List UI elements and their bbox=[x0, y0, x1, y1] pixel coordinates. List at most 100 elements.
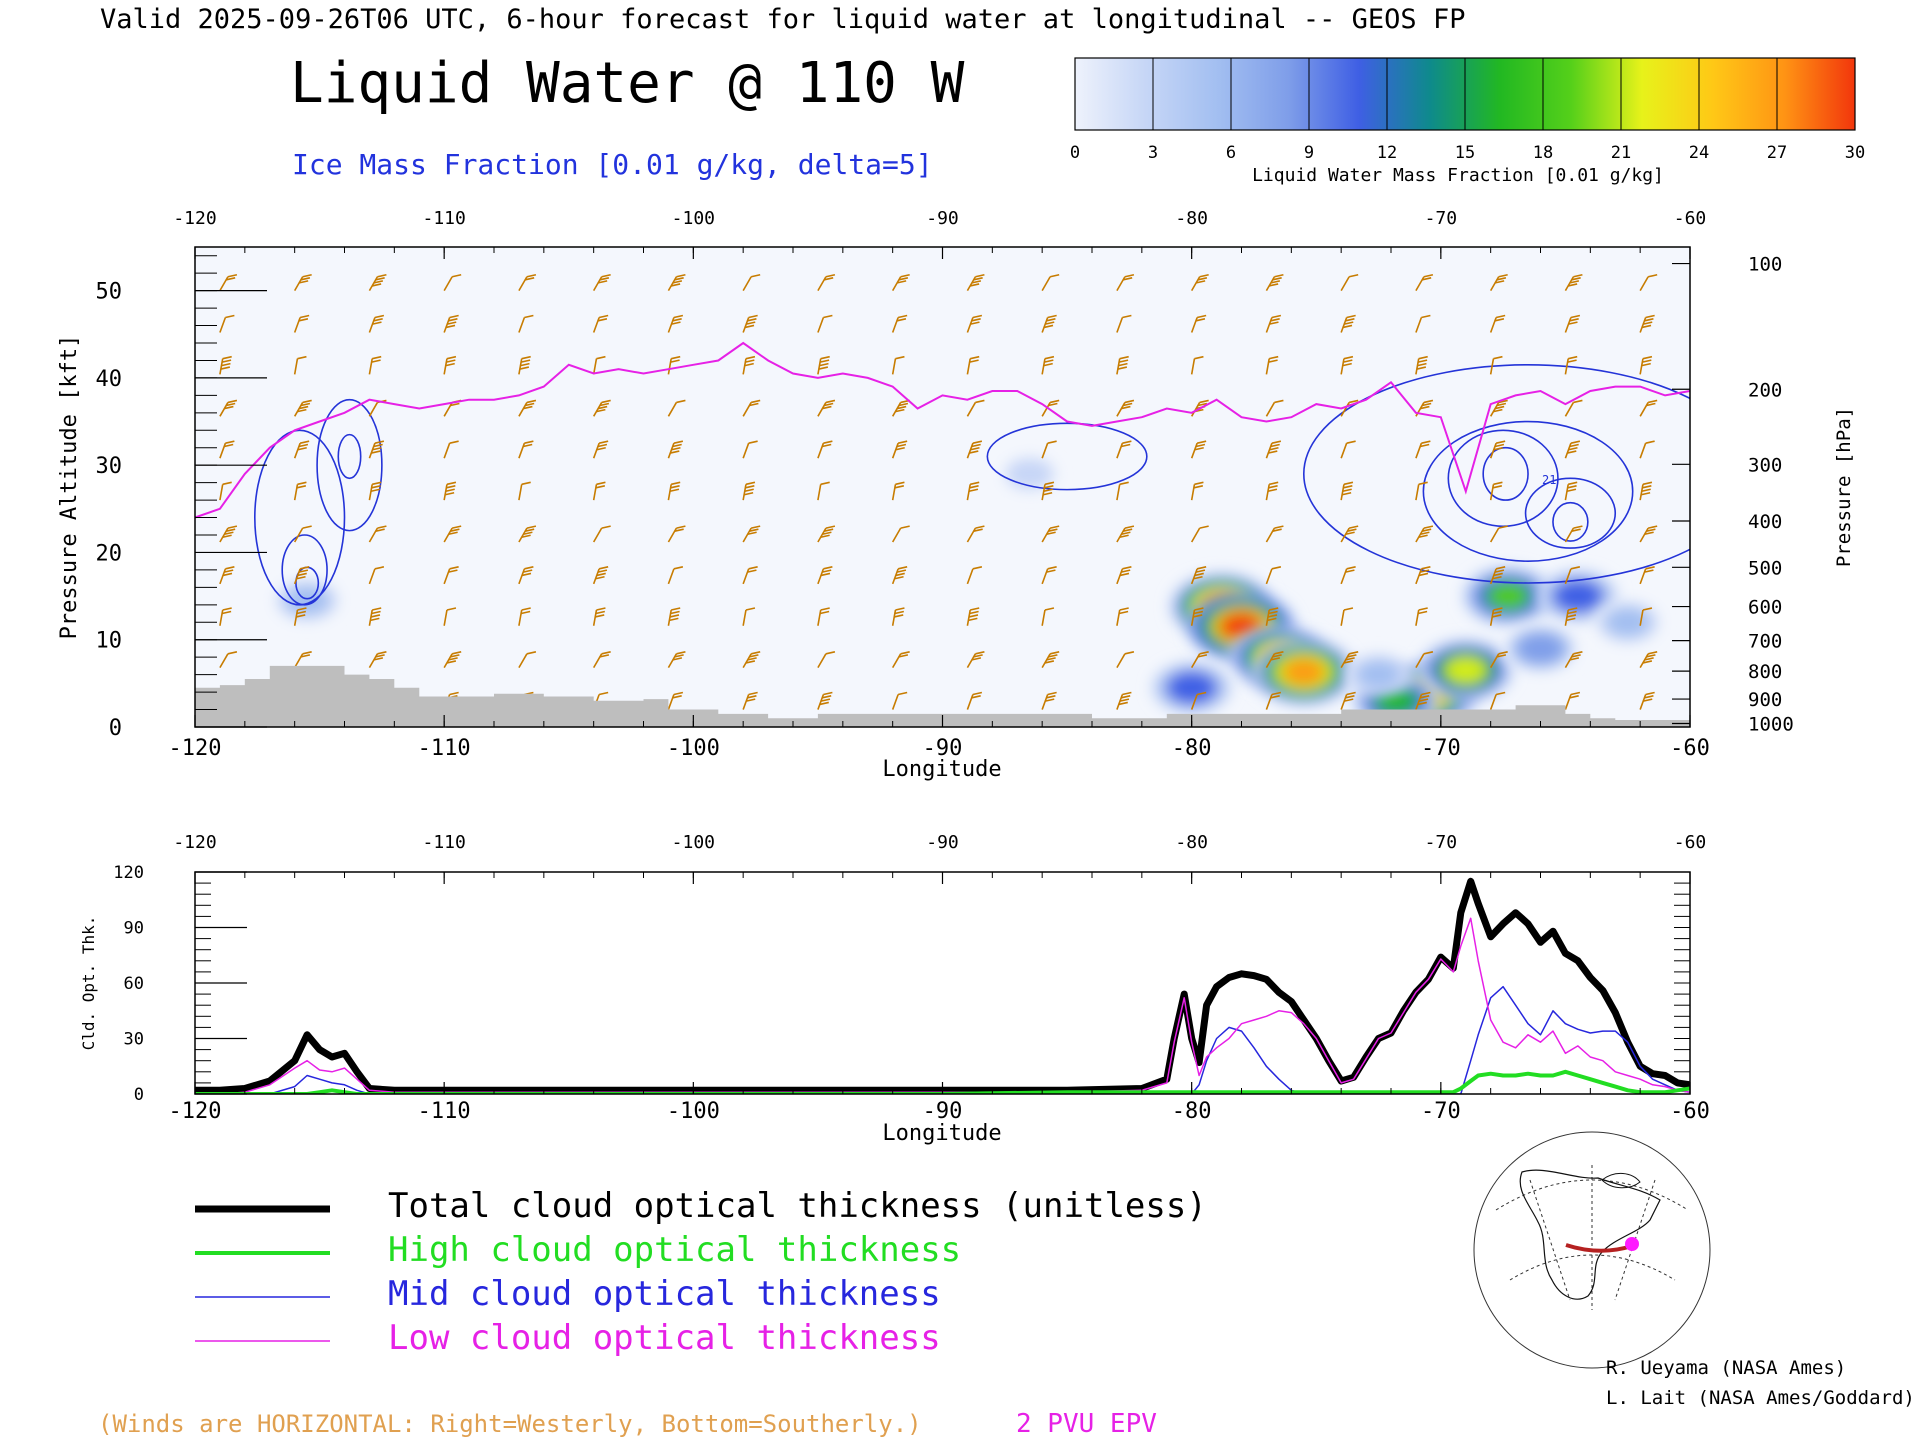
pressure-tick: 500 bbox=[1748, 557, 1782, 579]
map-meridian bbox=[1529, 1165, 1656, 1310]
wind-barb bbox=[1041, 691, 1057, 710]
wind-barb bbox=[592, 607, 606, 626]
wind-barb bbox=[742, 355, 756, 375]
top-panel-x-tick: -110 bbox=[418, 736, 471, 761]
wind-barb bbox=[966, 314, 983, 333]
wind-barb bbox=[1639, 355, 1653, 375]
top-panel-x-tick: -60 bbox=[1670, 736, 1710, 761]
colorbar-tick-label: 9 bbox=[1304, 143, 1314, 163]
pressure-axis-label: Pressure [hPa] bbox=[1833, 407, 1855, 567]
wind-barb bbox=[891, 314, 908, 333]
colorbar-tick-label: 24 bbox=[1689, 143, 1709, 163]
wind-barb bbox=[1265, 525, 1284, 543]
wind-barb bbox=[518, 440, 534, 459]
wind-barb bbox=[1116, 525, 1135, 543]
wind-barb bbox=[219, 481, 232, 501]
wind-barb bbox=[1041, 314, 1057, 333]
cross-section-axes: -120 -120 -110 -110 -100 -100 -90 -90 -80 -80 -70 -… bbox=[96, 208, 1794, 761]
liquid-water-blob bbox=[1001, 455, 1058, 493]
wind-barb bbox=[891, 355, 905, 375]
wind-barb bbox=[817, 481, 830, 501]
wind-barb bbox=[667, 440, 684, 459]
bottom-panel-top-x-tick: -70 bbox=[1425, 832, 1458, 853]
pressure-tick: 700 bbox=[1748, 631, 1782, 653]
wind-barb bbox=[1340, 607, 1354, 626]
bottom-panel-top-x-tick: -90 bbox=[926, 832, 959, 853]
wind-barb bbox=[891, 273, 910, 292]
wind-barb bbox=[1190, 440, 1207, 459]
wind-barb bbox=[817, 355, 830, 375]
wind-barb bbox=[293, 607, 307, 626]
wind-barb bbox=[1639, 607, 1653, 626]
ice-contour bbox=[1422, 420, 1634, 562]
wind-barb bbox=[1190, 355, 1204, 375]
wind-barb bbox=[742, 525, 761, 543]
wind-barb bbox=[368, 273, 387, 292]
wind-barb bbox=[891, 651, 910, 669]
wind-barb bbox=[742, 651, 761, 669]
wind-barb bbox=[1116, 273, 1135, 292]
wind-barb bbox=[1265, 607, 1279, 626]
wind-barb bbox=[1489, 566, 1506, 585]
wind-barb bbox=[1340, 651, 1359, 669]
colorbar-tick-label: 27 bbox=[1767, 143, 1787, 163]
wind-barb bbox=[1639, 273, 1658, 292]
wind-barb bbox=[1041, 566, 1057, 585]
map-latitude-line bbox=[1495, 1179, 1689, 1211]
wind-barb bbox=[1265, 651, 1284, 669]
wind-barb bbox=[1415, 566, 1431, 585]
wind-barb bbox=[1041, 651, 1060, 669]
wind-barb bbox=[817, 399, 836, 417]
top-panel-top-x-tick: -80 bbox=[1175, 208, 1208, 229]
wind-barb bbox=[1564, 440, 1581, 459]
map-section-path bbox=[1565, 1243, 1633, 1253]
map-coastline bbox=[1519, 1169, 1661, 1300]
optical-thickness-panel: -120 -120 -110 -110 -100 -100 -90 -90 -80 -80 -70 -… bbox=[113, 832, 1710, 1124]
wind-barb bbox=[1564, 399, 1583, 417]
liquid-water-blob bbox=[1151, 661, 1232, 715]
wind-barb bbox=[817, 525, 836, 543]
wind-barb bbox=[1489, 691, 1506, 710]
wind-barb bbox=[592, 440, 609, 459]
wind-barb bbox=[1564, 355, 1578, 375]
wind-barb bbox=[667, 399, 686, 417]
wind-barb bbox=[1489, 273, 1508, 292]
wind-barb bbox=[1041, 525, 1060, 543]
wind-barb bbox=[817, 440, 833, 459]
wind-barb bbox=[667, 607, 681, 626]
wind-barb bbox=[742, 399, 761, 417]
bottom-panel-top-x-tick: -80 bbox=[1175, 832, 1208, 853]
cross-section-panel: -120 -120 -110 -110 -100 -100 -90 -90 -80 -80 -70 -… bbox=[96, 208, 1794, 761]
legend-label: Mid cloud optical thickness bbox=[388, 1274, 941, 1314]
wind-barb bbox=[443, 355, 457, 375]
liquid-water-blob bbox=[1537, 569, 1619, 623]
wind-barb bbox=[443, 273, 462, 292]
top-panel-y-tick: 20 bbox=[96, 541, 123, 566]
wind-barb bbox=[1190, 691, 1207, 710]
top-panel-y-tick: 40 bbox=[96, 367, 123, 392]
wind-barb bbox=[817, 607, 830, 626]
bottom-panel-x-tick: -110 bbox=[418, 1099, 471, 1124]
wind-barb bbox=[891, 399, 910, 417]
wind-barb bbox=[1340, 355, 1354, 375]
map-globe bbox=[1473, 1131, 1711, 1369]
legend-label: Total cloud optical thickness (unitless) bbox=[388, 1186, 1207, 1226]
wind-barb bbox=[1340, 525, 1359, 543]
colorbar-tick-label: 12 bbox=[1377, 143, 1397, 163]
colorbar-tick-label: 0 bbox=[1070, 143, 1080, 163]
wind-barb bbox=[219, 607, 232, 626]
bottom-panel-y-tick: 60 bbox=[124, 974, 144, 994]
credit-line-2: L. Lait (NASA Ames/Goddard) bbox=[1606, 1387, 1915, 1409]
bottom-panel-y-tick: 0 bbox=[134, 1085, 144, 1105]
map-latitude-line bbox=[1509, 1254, 1676, 1281]
wind-barb bbox=[1639, 440, 1655, 459]
wind-barb bbox=[891, 691, 908, 710]
wind-barb bbox=[219, 355, 232, 375]
ice-contour bbox=[1524, 477, 1617, 549]
bottom-panel-x-tick: -100 bbox=[667, 1099, 720, 1124]
wind-barb bbox=[1190, 314, 1207, 333]
wind-barb bbox=[592, 481, 606, 501]
colorbar-tick-label: 6 bbox=[1226, 143, 1236, 163]
top-panel-top-x-tick: -60 bbox=[1674, 208, 1707, 229]
wind-barb bbox=[368, 440, 385, 459]
